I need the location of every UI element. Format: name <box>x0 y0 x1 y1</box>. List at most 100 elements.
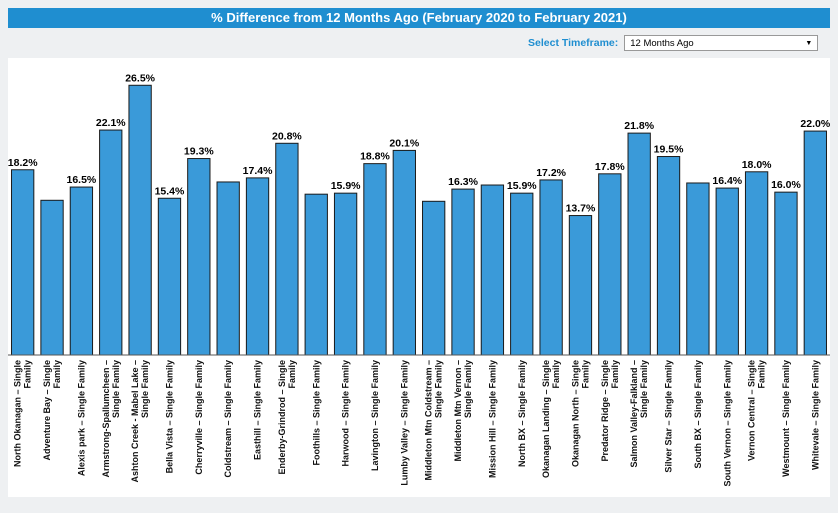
category-label: Foothills – Single Family <box>311 360 321 466</box>
bar-value-label: 16.3% <box>448 176 478 188</box>
bar[interactable] <box>510 192 534 356</box>
category-label: Coldstream – Single Family <box>223 360 233 478</box>
category-label-line: Foothills – Single Family <box>311 360 321 466</box>
timeframe-filter: Select Timeframe: 12 Months Ago ▼ <box>528 34 819 52</box>
bar[interactable] <box>392 149 416 356</box>
bar[interactable] <box>715 187 739 356</box>
category-label-line: Family <box>23 360 33 389</box>
category-label-line: North BX – Single Family <box>517 360 527 467</box>
bar-value-label: 15.9% <box>507 180 537 192</box>
chart-title: % Difference from 12 Months Ago (Februar… <box>8 8 830 28</box>
category-label-line: Middleton Mtn Vernon – <box>453 360 463 462</box>
category-label-line: North Okanagan – Single <box>13 360 23 467</box>
category-label: Mission Hill – Single Family <box>487 360 497 478</box>
category-label: Alexis park – Single Family <box>76 360 86 476</box>
chevron-down-icon: ▼ <box>805 40 813 47</box>
category-label-line: Salmon Valley-Falkland – <box>629 360 639 468</box>
bar[interactable] <box>451 188 475 356</box>
category-label: Lumby Valley – Single Family <box>399 360 409 486</box>
category-label-line: Mission Hill – Single Family <box>487 360 497 478</box>
category-label-line: Okanagan Landing – Single <box>541 360 551 478</box>
bar-value-label: 16.0% <box>771 179 801 191</box>
bar[interactable] <box>245 177 270 356</box>
bar[interactable] <box>333 192 358 356</box>
bar[interactable] <box>480 184 505 356</box>
category-label: Okanagan North – SingleFamily <box>570 360 590 467</box>
bar[interactable] <box>157 197 182 356</box>
category-label-line: Vernon Central – Single <box>747 360 757 461</box>
category-label: Okanagan Landing – SingleFamily <box>541 360 561 478</box>
bar-value-label: 18.2% <box>8 157 38 169</box>
category-label: Predator Ridge – SingleFamily <box>600 360 620 462</box>
bar[interactable] <box>40 199 64 356</box>
bar[interactable] <box>744 171 769 356</box>
category-label-line: Whitevale – Single Family <box>810 360 820 470</box>
timeframe-select[interactable]: 12 Months Ago ▼ <box>624 35 819 51</box>
category-label: North BX – Single Family <box>517 360 527 467</box>
category-label: Bella Vista – Single Family <box>164 360 174 473</box>
bar[interactable] <box>304 193 328 356</box>
bar-value-label: 21.8% <box>624 120 654 132</box>
category-label: Silver Star – Single Family <box>664 360 674 473</box>
category-label: Cherryville – Single Family <box>194 360 204 475</box>
bar-value-label: 13.7% <box>566 203 596 215</box>
category-label-line: Family <box>287 360 297 389</box>
category-label-line: Enderby-Grindrod – Single <box>277 360 287 475</box>
bar-value-label: 19.3% <box>184 146 214 158</box>
category-label-line: Single Family <box>463 360 473 418</box>
category-label: Middleton Mtn Vernon –Single Family <box>453 360 473 462</box>
bar[interactable] <box>99 129 123 356</box>
bar[interactable] <box>363 163 387 356</box>
bar[interactable] <box>568 215 593 356</box>
bar-value-label: 17.4% <box>243 165 273 177</box>
category-label-line: Alexis park – Single Family <box>76 360 86 476</box>
category-label-line: Bella Vista – Single Family <box>164 360 174 473</box>
bar[interactable] <box>686 182 710 356</box>
bar-value-label: 18.8% <box>360 151 390 163</box>
label-area <box>8 355 830 497</box>
bar-value-label: 15.4% <box>155 185 185 197</box>
category-label-line: Harwood – Single Family <box>341 360 351 467</box>
bar-value-label: 20.1% <box>389 137 419 149</box>
category-label: Armstrong-Spallumcheen –Single Family <box>101 360 121 478</box>
bar-value-label: 15.9% <box>331 180 361 192</box>
bar[interactable] <box>656 156 681 356</box>
bar[interactable] <box>598 173 622 356</box>
bar[interactable] <box>128 84 152 356</box>
bar-value-label: 16.5% <box>66 174 96 186</box>
bar[interactable] <box>216 181 240 356</box>
category-label-line: Single Family <box>434 360 444 418</box>
category-label-line: Silver Star – Single Family <box>664 360 674 473</box>
category-label: Middleton Mtn Coldstream –Single Family <box>424 360 444 481</box>
bar[interactable] <box>11 169 35 356</box>
bar[interactable] <box>69 186 94 356</box>
category-label-line: Single Family <box>140 360 150 418</box>
category-label-line: Family <box>757 360 767 389</box>
category-label: Salmon Valley-Falkland –Single Family <box>629 360 649 468</box>
bar-value-label: 26.5% <box>125 72 155 84</box>
timeframe-label: Select Timeframe: <box>528 37 619 49</box>
bar[interactable] <box>627 132 651 356</box>
category-label-line: Lavington – Single Family <box>370 360 380 471</box>
bar-value-label: 19.5% <box>654 144 684 156</box>
bar[interactable] <box>774 191 798 356</box>
bar[interactable] <box>422 200 446 356</box>
category-label-line: Okanagan North – Single <box>570 360 580 467</box>
category-label: Whitevale – Single Family <box>810 360 820 470</box>
category-label-line: Armstrong-Spallumcheen – <box>101 360 111 478</box>
bar[interactable] <box>187 158 211 356</box>
category-label: South Vernon – Single Family <box>722 360 732 487</box>
bar[interactable] <box>275 142 299 356</box>
bar-value-label: 20.8% <box>272 130 302 142</box>
bar-value-label: 22.0% <box>800 118 830 130</box>
category-label-line: Family <box>610 360 620 389</box>
category-label-line: Family <box>551 360 561 389</box>
timeframe-selected-value: 12 Months Ago <box>630 38 694 49</box>
category-label-line: Single Family <box>111 360 121 418</box>
category-label: Easthill – Single Family <box>253 360 263 460</box>
category-label: Harwood – Single Family <box>341 360 351 467</box>
bar[interactable] <box>803 130 827 356</box>
bar[interactable] <box>539 179 563 356</box>
category-label-line: Adventure Bay – Single <box>42 360 52 461</box>
